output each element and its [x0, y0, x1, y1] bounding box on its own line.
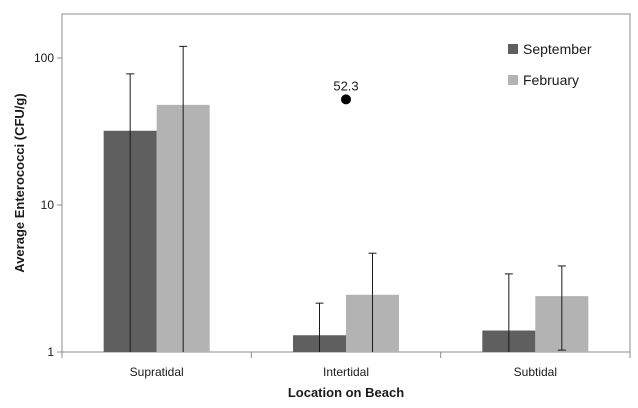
legend-label: September — [523, 41, 592, 57]
y-tick-label: 100 — [34, 51, 54, 65]
x-axis-title: Location on Beach — [288, 385, 404, 400]
outlier-point — [341, 94, 351, 105]
legend: September February — [508, 41, 592, 88]
y-tick-label: 10 — [41, 198, 55, 212]
bars-layer — [103, 104, 589, 352]
legend-label: February — [523, 72, 579, 88]
legend-swatch — [508, 44, 518, 54]
outlier-label: 52.3 — [333, 78, 358, 93]
axis-layer: 1 10 100 Supratidal Intertidal Subtidal — [34, 51, 631, 379]
x-tick-label: Subtidal — [514, 365, 557, 379]
annotation-layer: 52.3 — [333, 78, 359, 105]
x-tick-label: Intertidal — [323, 365, 369, 379]
y-axis-title: Average Enterococci (CFU/g) — [12, 93, 27, 272]
error-bars-layer — [126, 45, 566, 352]
legend-swatch — [508, 75, 518, 85]
y-tick-label: 1 — [47, 345, 54, 359]
x-tick-label: Supratidal — [130, 365, 184, 379]
